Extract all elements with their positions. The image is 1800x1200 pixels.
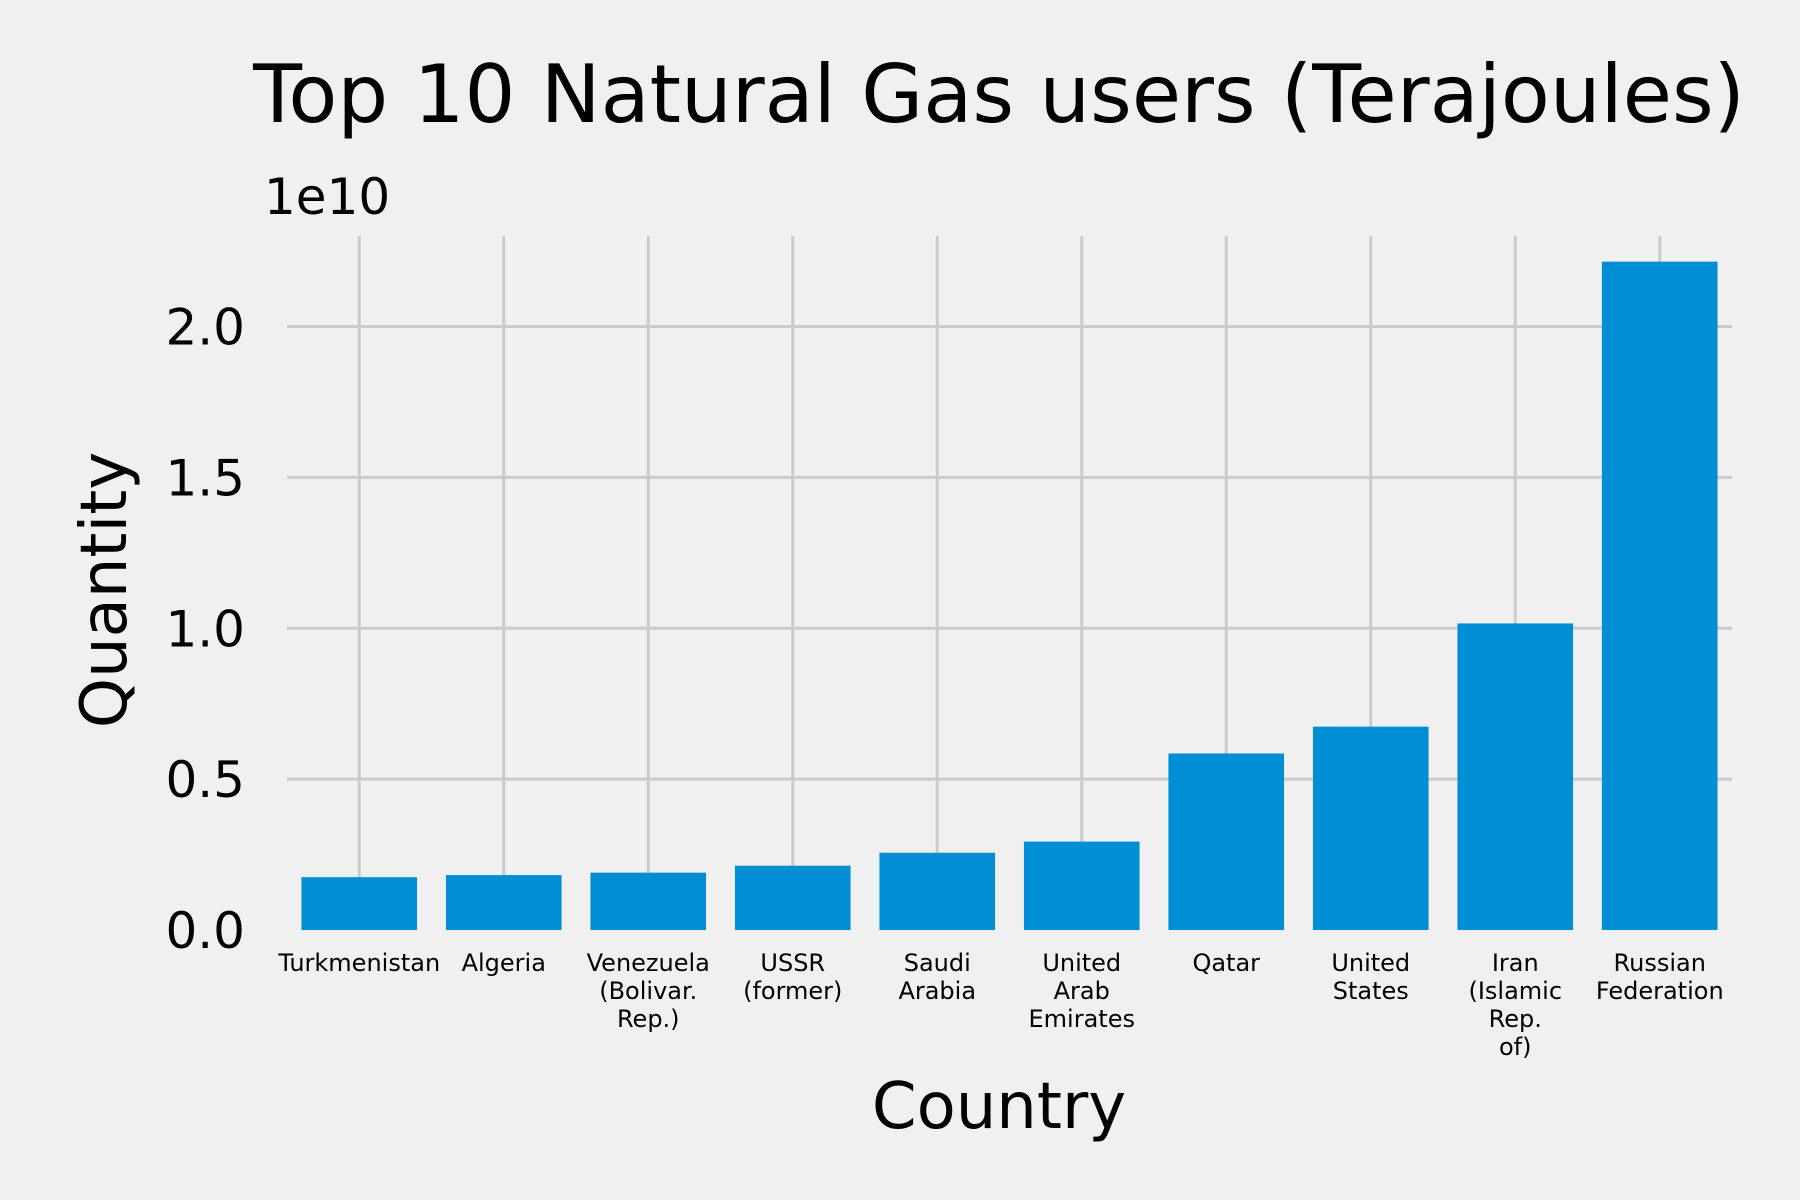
x-axis-label: Country: [872, 1070, 1126, 1144]
x-tick-label-line: Saudi: [904, 949, 971, 977]
y-tick-label: 1.0: [165, 600, 245, 658]
x-tick-label: Turkmenistan: [277, 949, 440, 977]
bar: [1168, 753, 1285, 930]
bar: [1312, 726, 1429, 930]
x-tick-label: USSR (former): [743, 949, 842, 1005]
x-tick-label-line: Turkmenistan: [277, 949, 440, 977]
x-tick-label: Iran (Islamic Rep. of): [1468, 949, 1562, 1061]
bar: [1457, 623, 1574, 930]
x-ticks: Turkmenistan Algeria Venezuela (Bolivar. Rep…: [277, 949, 1723, 1061]
x-tick-label-line: Algeria: [462, 949, 546, 977]
chart-title: Top 10 Natural Gas users (Terajoules): [252, 48, 1745, 141]
x-tick-label-line: Venezuela: [587, 949, 710, 977]
x-tick-label: Russian Federation: [1596, 949, 1724, 1005]
y-tick-label: 2.0: [165, 299, 245, 357]
y-tick-label: 1.5: [165, 449, 245, 507]
y-axis-label: Quantity: [68, 452, 142, 729]
x-tick-label-line: Emirates: [1029, 1005, 1135, 1033]
x-tick-label: United States: [1331, 949, 1410, 1005]
x-tick-label-line: Arabia: [898, 977, 976, 1005]
x-tick-label-line: Rep.: [1489, 1005, 1542, 1033]
x-tick-label-line: (Bolivar.: [599, 977, 697, 1005]
x-tick-label-line: Qatar: [1192, 949, 1260, 977]
bar: [301, 877, 418, 930]
x-tick-label-line: USSR: [760, 949, 825, 977]
x-tick-label: Venezuela (Bolivar. Rep.): [587, 949, 710, 1033]
x-tick-label-line: (former): [743, 977, 842, 1005]
bar: [1023, 841, 1140, 930]
x-tick-label: Algeria: [462, 949, 546, 977]
x-tick-label: Saudi Arabia: [898, 949, 976, 1005]
x-tick-label-line: Iran: [1492, 949, 1539, 977]
x-tick-label-line: Rep.): [617, 1005, 680, 1033]
x-tick-label-line: United: [1042, 949, 1121, 977]
x-tick-label-line: Russian: [1614, 949, 1706, 977]
bars: [301, 261, 1718, 930]
bar: [879, 852, 996, 930]
y-tick-label: 0.0: [165, 902, 245, 960]
x-tick-label: Qatar: [1192, 949, 1260, 977]
bar: [734, 865, 851, 930]
x-tick-label-line: United: [1331, 949, 1410, 977]
x-tick-label-line: Arab: [1054, 977, 1110, 1005]
x-tick-label-line: States: [1333, 977, 1409, 1005]
x-tick-label-line: of): [1499, 1033, 1532, 1061]
y-tick-label: 0.5: [165, 751, 245, 809]
x-tick-label-line: Federation: [1596, 977, 1724, 1005]
bar: [590, 872, 707, 930]
x-tick-label: United Arab Emirates: [1029, 949, 1135, 1033]
bar: [445, 875, 562, 930]
y-axis-offset-label: 1e10: [264, 168, 390, 226]
x-tick-label-line: (Islamic: [1468, 977, 1562, 1005]
y-ticks: 0.0 0.5 1.0 1.5 2.0: [165, 299, 245, 960]
bar: [1601, 261, 1718, 930]
